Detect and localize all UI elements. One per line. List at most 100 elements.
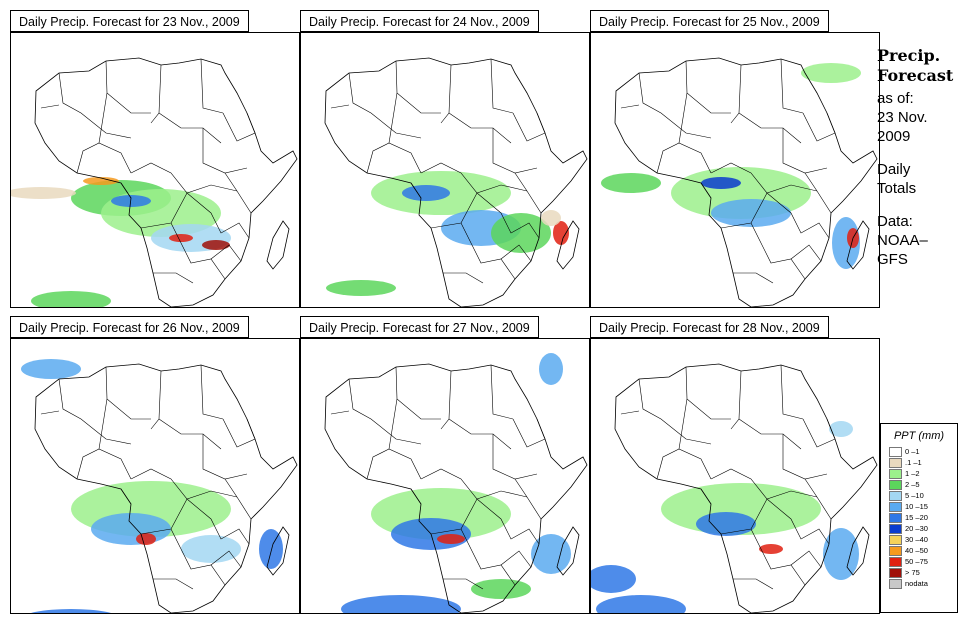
country-border [170, 528, 226, 586]
country-border [802, 418, 836, 448]
country-border [656, 448, 712, 480]
country-border [790, 550, 822, 568]
legend-swatch [889, 468, 902, 479]
country-border [514, 172, 542, 214]
africa-coastline [324, 363, 588, 613]
panel-title: Daily Precip. Forecast for 23 Nov., 2009 [10, 10, 249, 32]
precip-area [696, 512, 756, 536]
country-border [130, 162, 238, 194]
legend-item: 5 –10 [889, 490, 957, 501]
africa-map-svg [11, 57, 298, 307]
country-border [158, 418, 222, 450]
info-asof-line1: as of: [877, 90, 914, 107]
precip-area [136, 533, 156, 545]
country-border [514, 478, 542, 520]
legend-label: 50 –75 [905, 557, 928, 566]
africa-map-svg [324, 57, 588, 307]
country-border [730, 370, 742, 430]
country-border [158, 112, 222, 144]
precip-area [553, 221, 569, 245]
country-border [153, 272, 194, 284]
precip-legend: PPT (mm) 0 –1 .1 –1 1 –2 2 –5 5 –10 10 –15 15 … [880, 423, 958, 613]
country-border [210, 244, 242, 262]
africa-map-svg [324, 353, 588, 613]
country-border [620, 410, 640, 415]
legend-item: 20 –30 [889, 523, 957, 534]
country-border [766, 498, 830, 545]
country-border [638, 72, 712, 139]
precip-area [11, 187, 76, 199]
legend-swatch [889, 512, 902, 523]
country-border [492, 434, 538, 480]
country-border [443, 272, 484, 284]
country-border [186, 498, 250, 545]
madagascar-outline [556, 220, 580, 270]
africa-map-svg [591, 363, 878, 613]
country-border [802, 112, 836, 142]
legend-label: > 75 [905, 568, 920, 577]
country-border [388, 92, 398, 144]
panel-title: Daily Precip. Forecast for 26 Nov., 2009 [10, 316, 249, 338]
country-border [460, 222, 516, 280]
country-border [366, 448, 422, 480]
country-border [782, 434, 828, 480]
country-border [700, 488, 712, 505]
legend-swatch [889, 479, 902, 490]
legend-swatch [889, 501, 902, 512]
africa-map-svg [601, 57, 878, 307]
country-border [202, 128, 248, 174]
info-data-line2: NOAA– [877, 232, 928, 249]
legend-title: PPT (mm) [893, 430, 945, 442]
country-border [410, 182, 422, 199]
country-border [804, 478, 832, 520]
legend-label: 0 –1 [905, 447, 920, 456]
precip-area [31, 291, 111, 307]
country-border [492, 128, 538, 174]
country-border [395, 60, 441, 114]
country-border [490, 364, 514, 420]
country-border [76, 142, 132, 174]
legend-item: 10 –15 [889, 501, 957, 512]
country-border [395, 366, 441, 420]
country-border [150, 64, 162, 124]
country-border [476, 498, 540, 545]
country-border [733, 272, 774, 284]
africa-coastline [34, 57, 298, 307]
precip-area [801, 63, 861, 83]
country-border [685, 366, 731, 420]
precip-map [300, 32, 590, 308]
legend-label: 5 –10 [905, 491, 924, 500]
legend-label: nodata [905, 579, 928, 588]
legend-items: 0 –1 .1 –1 1 –2 2 –5 5 –10 10 –15 15 –20 20 –30… [881, 446, 957, 589]
precip-area [701, 177, 741, 189]
africa-map-svg [21, 359, 298, 613]
forecast-info: Precip. Forecast as of: 23 Nov. 2009 Dai… [877, 46, 962, 269]
country-border [476, 192, 540, 239]
country-border [500, 550, 532, 568]
precip-area [531, 534, 571, 574]
madagascar-outline [846, 220, 870, 270]
panel-title: Daily Precip. Forecast for 27 Nov., 2009 [300, 316, 539, 338]
country-border [678, 92, 688, 144]
country-border [224, 478, 252, 520]
country-border [638, 378, 712, 445]
info-asof-line3: 2009 [877, 128, 911, 145]
legend-swatch [889, 490, 902, 501]
legend-item: .1 –1 [889, 457, 957, 468]
country-border [420, 162, 528, 194]
precip-map [10, 338, 300, 614]
country-border [105, 60, 151, 114]
info-data-line1: Data: [877, 213, 913, 230]
country-border [76, 448, 132, 480]
legend-item: 1 –2 [889, 468, 957, 479]
precip-area [541, 210, 561, 226]
country-border [120, 182, 132, 199]
legend-label: .1 –1 [905, 458, 922, 467]
country-border [366, 142, 422, 174]
country-border [656, 142, 712, 174]
precip-map [300, 338, 590, 614]
country-border [512, 418, 546, 448]
precip-area [596, 595, 686, 613]
country-border [443, 578, 484, 590]
country-border [58, 378, 132, 445]
